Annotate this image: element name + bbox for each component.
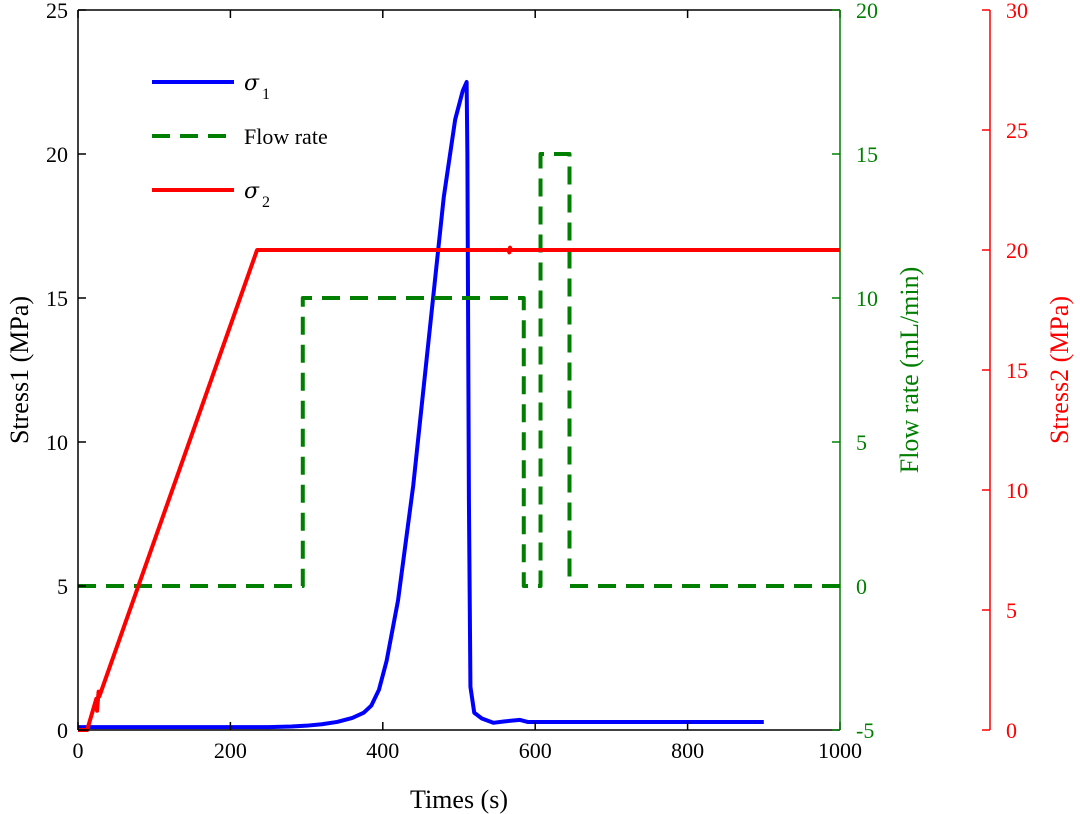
y-left-tick-label: 15: [46, 286, 68, 311]
y-left-tick-label: 0: [57, 718, 68, 743]
legend-symbol: σ: [244, 179, 260, 204]
x-tick-label: 400: [366, 738, 399, 763]
y-stress2-tick-label: 30: [1006, 0, 1028, 23]
y-flow-tick-label: 10: [856, 286, 878, 311]
x-tick-label: 1000: [818, 738, 862, 763]
y-stress2-axis-label: Stress2 (MPa): [1045, 296, 1074, 444]
legend-label-2: Flow rate: [244, 124, 328, 149]
series-line-3: [78, 245, 840, 732]
y-left-tick-label: 5: [57, 574, 68, 599]
y-stress2-tick-label: 0: [1006, 718, 1017, 743]
plot-background: [78, 10, 840, 730]
series-line-2: [78, 152, 840, 588]
y-left-tick-label: 20: [46, 142, 68, 167]
x-tick-label: 800: [671, 738, 704, 763]
y-flow-tick-label: 15: [856, 142, 878, 167]
y-flow-tick-label: 5: [856, 430, 867, 455]
y-left-axis-label: Stress1 (MPa): [5, 296, 34, 444]
y-flow-axis-label: Flow rate (mL/min): [895, 267, 924, 474]
legend-subscript: 2: [262, 194, 270, 211]
y-flow-tick-label: -5: [856, 718, 874, 743]
y-flow-tick-label: 20: [856, 0, 878, 23]
y-left-tick-label: 10: [46, 430, 68, 455]
plot-area: [78, 10, 840, 730]
y-stress2-tick-label: 25: [1006, 118, 1028, 143]
legend-subscript: 1: [262, 86, 270, 103]
x-tick-label: 0: [73, 738, 84, 763]
series-layer: [78, 80, 840, 732]
legend-symbol: σ: [244, 71, 260, 96]
x-tick-label: 600: [519, 738, 552, 763]
y-stress2-tick-label: 20: [1006, 238, 1028, 263]
y-stress2-tick-label: 5: [1006, 598, 1017, 623]
y-stress2-tick-label: 15: [1006, 358, 1028, 383]
y-flow-tick-label: 0: [856, 574, 867, 599]
series-line-1: [78, 80, 764, 730]
y-left-tick-label: 25: [46, 0, 68, 23]
x-axis-label: Times (s): [410, 785, 508, 814]
x-tick-label: 200: [214, 738, 247, 763]
y-stress2-tick-label: 10: [1006, 478, 1028, 503]
